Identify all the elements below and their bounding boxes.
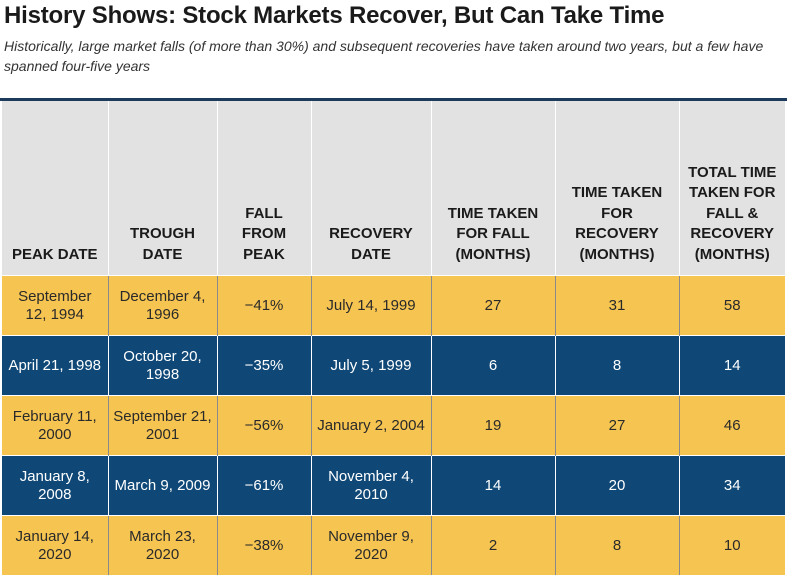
recovery-date-cell: November 9, 2020: [311, 516, 431, 575]
market-recovery-table: PEAK DATE TROUGH DATE FALL FROM PEAK REC…: [2, 101, 785, 575]
trough-date-cell: March 23, 2020: [108, 516, 217, 575]
trough-date-cell: December 4, 1996: [108, 276, 217, 336]
total-time-cell: 14: [679, 336, 785, 396]
column-header-trough-date: TROUGH DATE: [108, 101, 217, 276]
fall-from-peak-cell: −41%: [217, 276, 311, 336]
fall-from-peak-cell: −35%: [217, 336, 311, 396]
trough-date-cell: September 21, 2001: [108, 396, 217, 456]
peak-date-cell: September 12, 1994: [2, 276, 108, 336]
time-for-recovery-cell: 27: [555, 396, 679, 456]
column-header-fall-from-peak: FALL FROM PEAK: [217, 101, 311, 276]
time-for-fall-cell: 19: [431, 396, 555, 456]
table-row: January 8, 2008 March 9, 2009 −61% Novem…: [2, 456, 785, 516]
time-for-recovery-cell: 31: [555, 276, 679, 336]
column-header-time-for-recovery: TIME TAKEN FOR RECOVERY (MONTHS): [555, 101, 679, 276]
recovery-date-cell: November 4, 2010: [311, 456, 431, 516]
recovery-date-cell: July 14, 1999: [311, 276, 431, 336]
recovery-date-cell: July 5, 1999: [311, 336, 431, 396]
total-time-cell: 58: [679, 276, 785, 336]
time-for-fall-cell: 27: [431, 276, 555, 336]
recovery-date-cell: January 2, 2004: [311, 396, 431, 456]
page-subtitle: Historically, large market falls (of mor…: [4, 36, 780, 76]
peak-date-cell: February 11, 2000: [2, 396, 108, 456]
table-row: April 21, 1998 October 20, 1998 −35% Jul…: [2, 336, 785, 396]
total-time-cell: 34: [679, 456, 785, 516]
peak-date-cell: April 21, 1998: [2, 336, 108, 396]
fall-from-peak-cell: −38%: [217, 516, 311, 575]
fall-from-peak-cell: −56%: [217, 396, 311, 456]
trough-date-cell: March 9, 2009: [108, 456, 217, 516]
table-row: September 12, 1994 December 4, 1996 −41%…: [2, 276, 785, 336]
peak-date-cell: January 14, 2020: [2, 516, 108, 575]
time-for-recovery-cell: 8: [555, 336, 679, 396]
time-for-fall-cell: 14: [431, 456, 555, 516]
column-header-time-for-fall: TIME TAKEN FOR FALL (MONTHS): [431, 101, 555, 276]
table-header-row: PEAK DATE TROUGH DATE FALL FROM PEAK REC…: [2, 101, 785, 276]
total-time-cell: 10: [679, 516, 785, 575]
total-time-cell: 46: [679, 396, 785, 456]
column-header-total-time: TOTAL TIME TAKEN FOR FALL & RECOVERY (MO…: [679, 101, 785, 276]
time-for-fall-cell: 2: [431, 516, 555, 575]
table-row: January 14, 2020 March 23, 2020 −38% Nov…: [2, 516, 785, 575]
column-header-peak-date: PEAK DATE: [2, 101, 108, 276]
time-for-recovery-cell: 20: [555, 456, 679, 516]
peak-date-cell: January 8, 2008: [2, 456, 108, 516]
column-header-recovery-date: RECOVERY DATE: [311, 101, 431, 276]
time-for-fall-cell: 6: [431, 336, 555, 396]
table-row: February 11, 2000 September 21, 2001 −56…: [2, 396, 785, 456]
fall-from-peak-cell: −61%: [217, 456, 311, 516]
time-for-recovery-cell: 8: [555, 516, 679, 575]
page-title: History Shows: Stock Markets Recover, Bu…: [4, 2, 664, 30]
trough-date-cell: October 20, 1998: [108, 336, 217, 396]
